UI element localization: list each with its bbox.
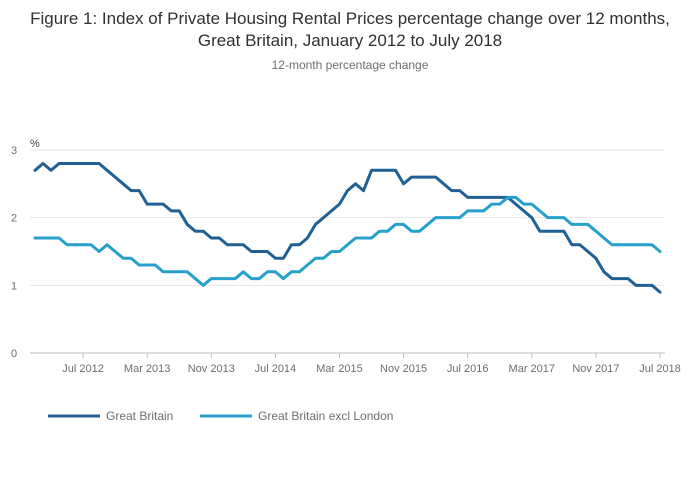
y-tick-label: 1 — [11, 280, 17, 292]
x-tick-label: Mar 2013 — [124, 363, 170, 375]
x-tick-label: Jul 2018 — [639, 363, 681, 375]
series-line-1 — [33, 195, 662, 287]
x-tick-label: Jul 2012 — [62, 363, 104, 375]
y-tick-label: 3 — [11, 145, 17, 157]
x-tick-label: Jul 2014 — [255, 363, 297, 375]
x-tick-label: Mar 2017 — [509, 363, 555, 375]
y-tick-label: 0 — [11, 348, 17, 360]
x-tick-label: Nov 2017 — [572, 363, 619, 375]
legend-label-0: Great Britain — [106, 409, 173, 423]
series-line-0 — [33, 162, 662, 294]
chart-subtitle: 12-month percentage change — [271, 58, 429, 72]
legend: Great Britain Great Britain excl London — [48, 409, 393, 423]
y-axis-ticks: 0 1 2 3 — [11, 145, 17, 360]
legend-label-1: Great Britain excl London — [258, 409, 393, 423]
x-tick-label: Jul 2016 — [447, 363, 489, 375]
chart-title: Figure 1: Index of Private Housing Renta… — [30, 9, 670, 50]
x-axis-ticks: Jul 2012 Mar 2013 Nov 2013 Jul 2014 Mar 2015… — [62, 353, 681, 375]
gridlines — [30, 149, 665, 354]
x-tick-label: Nov 2015 — [380, 363, 427, 375]
series-lines — [33, 162, 662, 294]
y-tick-label: 2 — [11, 213, 17, 225]
x-tick-label: Mar 2015 — [316, 363, 362, 375]
y-axis-unit-label: % — [30, 138, 40, 150]
x-tick-label: Nov 2013 — [188, 363, 235, 375]
